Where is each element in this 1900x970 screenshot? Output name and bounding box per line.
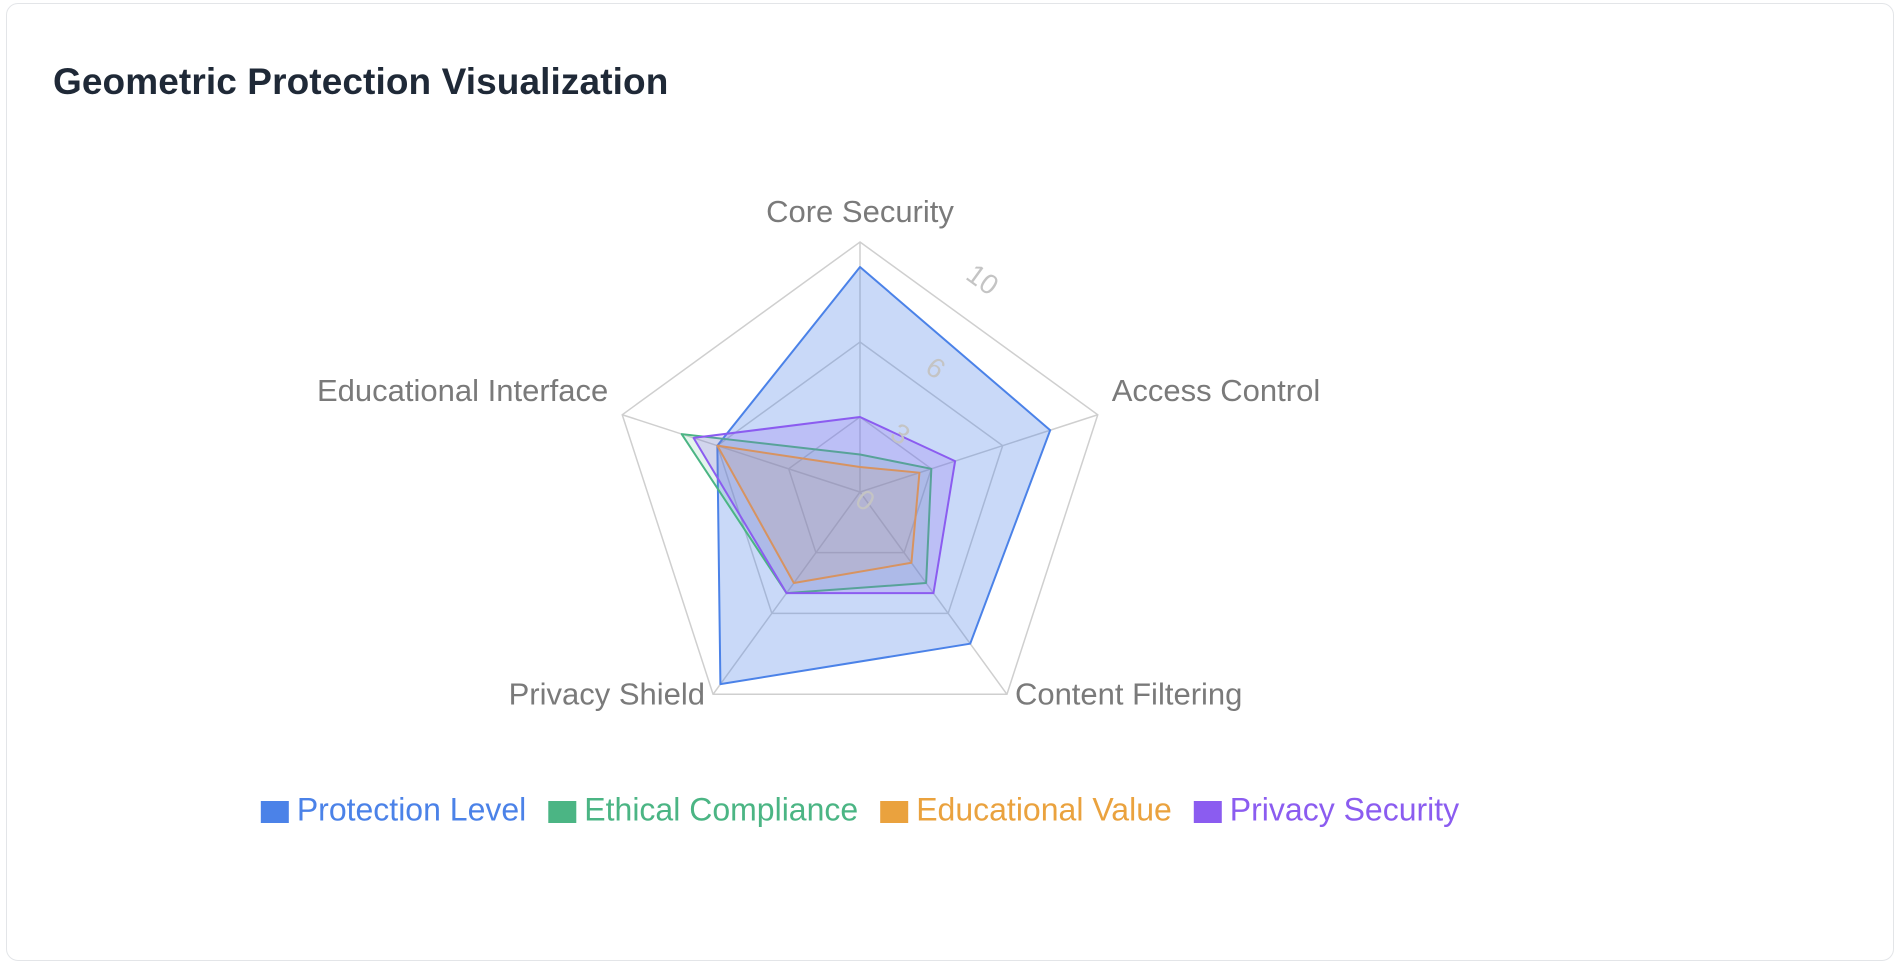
series-area-0 — [716, 266, 1052, 686]
radial-tick-label-3: 10 — [961, 258, 1004, 301]
series-area-1 — [680, 433, 933, 595]
series-area-2 — [716, 444, 921, 585]
grid-ring-3 — [621, 241, 1099, 696]
axis-label-3: Privacy Shield — [509, 676, 705, 711]
legend-swatch-0 — [260, 801, 289, 823]
legend-swatch-1 — [548, 801, 577, 823]
legend-label-1: Ethical Compliance — [584, 791, 858, 827]
radar-series — [680, 266, 1052, 686]
chart-legend: Protection Level Ethical Compliance Educat… — [260, 791, 1459, 827]
legend-label-2: Educational Value — [916, 791, 1172, 827]
legend-swatch-3 — [1193, 801, 1222, 823]
legend-item-0: Protection Level — [260, 791, 526, 827]
legend-label-3: Privacy Security — [1230, 791, 1459, 827]
grid-ring-1 — [787, 416, 933, 554]
grid-spoke-1 — [859, 414, 1098, 493]
card-title: Geometric Protection Visualization — [53, 61, 669, 102]
axis-label-2: Content Filtering — [1015, 676, 1242, 711]
legend-item-3: Privacy Security — [1193, 791, 1459, 827]
axis-label-0: Core Security — [766, 194, 954, 229]
grid-ring-2 — [716, 341, 1004, 615]
legend-label-0: Protection Level — [297, 791, 526, 827]
chart-card: Geometric Protection Visualization — [6, 3, 1894, 961]
axis-labels: Core Security Access Control Content Filte… — [317, 194, 1320, 711]
grid-spoke-4 — [622, 414, 861, 493]
series-area-3 — [692, 416, 957, 595]
legend-item-1: Ethical Compliance — [548, 791, 858, 827]
legend-swatch-2 — [880, 801, 909, 823]
axis-label-1: Access Control — [1112, 373, 1320, 408]
legend-item-2: Educational Value — [880, 791, 1172, 827]
axis-label-4: Educational Interface — [317, 373, 608, 408]
